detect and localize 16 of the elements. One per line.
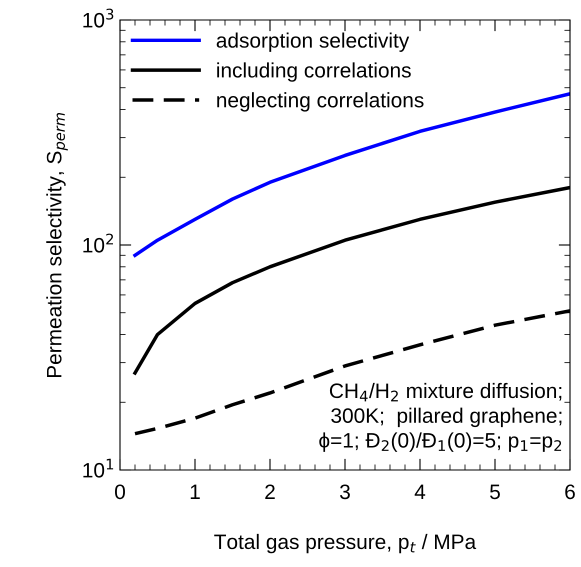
x-tick-label: 3 bbox=[340, 484, 350, 500]
x-tick-label: 0 bbox=[115, 484, 125, 500]
x-axis-title: Total gas pressure, p$_{t}$ / MPa bbox=[214, 534, 476, 554]
legend-label: including correlations bbox=[217, 62, 411, 82]
x-tick-label: 5 bbox=[490, 484, 500, 500]
y-tick-label: 10$^{2}$ bbox=[83, 234, 113, 253]
x-tick-label: 2 bbox=[265, 484, 275, 499]
x-tick-label: 4 bbox=[414, 484, 426, 499]
y-axis-title: Permeation selectivity, S$_{perm}$ bbox=[46, 113, 68, 378]
y-tick-label: 10$^{1}$ bbox=[83, 458, 114, 478]
x-tick-label: 6 bbox=[565, 484, 575, 500]
legend-label: adsorption selectivity bbox=[216, 32, 410, 52]
legend-label: neglecting correlations bbox=[217, 92, 424, 112]
x-tick-label: 1 bbox=[190, 484, 200, 499]
text: CH$_{4}$/H$_{2}$ mixture diffusion; 300K; pillared graphene; ϕ=1; Đ$_{2}$(0)/Đ$_{1}$(0)=5; p$_{1}$=p$_{2}$ bbox=[319, 382, 562, 452]
y-tick-label: 10$^{3}$ bbox=[83, 8, 114, 28]
